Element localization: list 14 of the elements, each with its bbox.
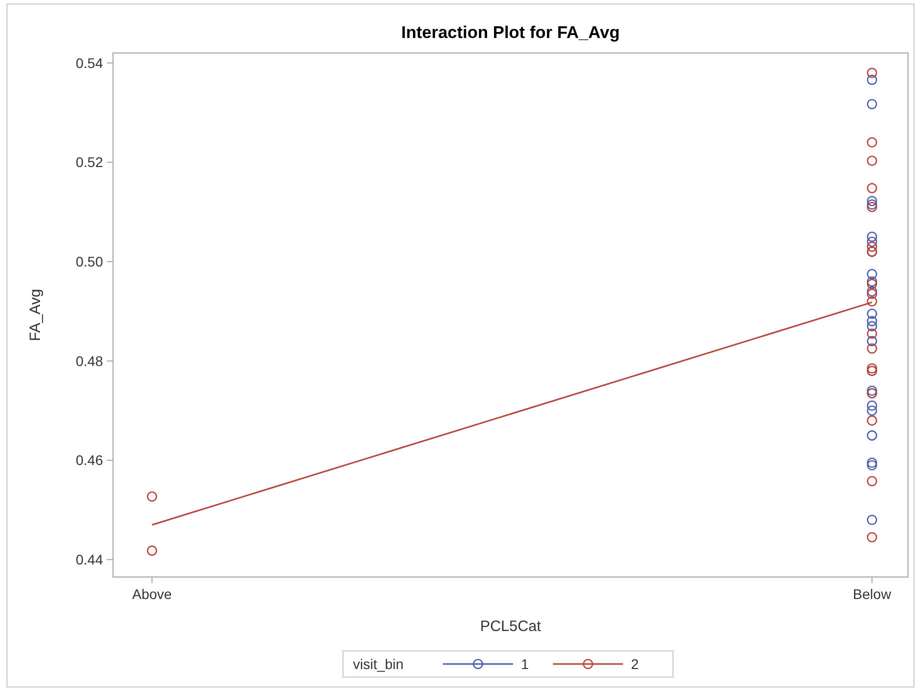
x-tick-label: Above <box>132 586 172 602</box>
y-tick-label: 0.50 <box>76 254 104 270</box>
y-tick-label: 0.48 <box>76 352 104 369</box>
x-tick-label: Below <box>852 586 892 602</box>
y-tick-label: 0.54 <box>76 54 104 71</box>
legend-label: 1 <box>521 656 529 672</box>
y-tick-label: 0.52 <box>76 154 104 170</box>
x-axis-title: PCL5Cat <box>480 618 542 635</box>
y-tick-label: 0.46 <box>76 452 104 468</box>
chart-title: Interaction Plot for FA_Avg <box>401 23 620 42</box>
y-tick-label: 0.44 <box>76 552 104 568</box>
legend-title: visit_bin <box>353 656 404 672</box>
y-axis-title: FA_Avg <box>27 288 44 342</box>
legend-label: 2 <box>631 656 639 672</box>
